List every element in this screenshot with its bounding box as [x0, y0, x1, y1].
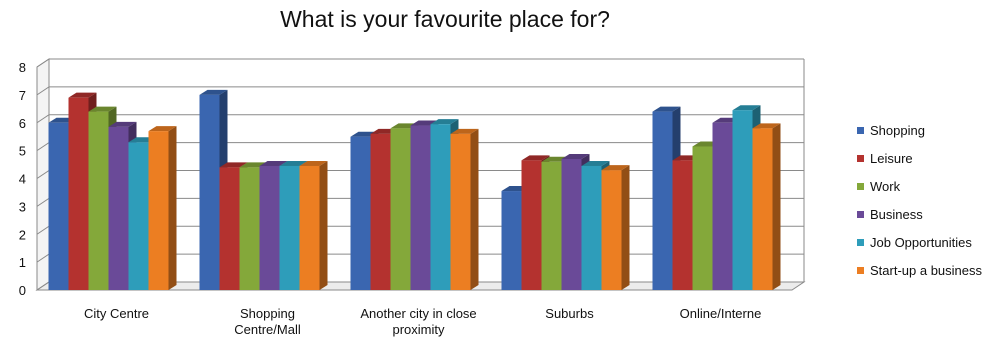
legend-item: Leisure — [857, 144, 982, 172]
bar-top — [259, 160, 288, 166]
bar-business — [108, 126, 129, 291]
bar-start-up-a-business — [601, 170, 622, 290]
x-tick-label: Suburbs — [545, 306, 594, 321]
legend-item: Start-up a business — [857, 256, 982, 284]
legend-label: Shopping — [870, 122, 925, 138]
legend-swatch — [857, 210, 864, 218]
bar-top — [561, 153, 590, 159]
bar-top — [581, 160, 610, 166]
bar-leisure — [521, 160, 542, 290]
bar-top — [652, 106, 681, 112]
legend-item: Job Opportunities — [857, 228, 982, 256]
bar-work — [390, 128, 411, 290]
bar-business — [561, 158, 582, 290]
bar-top — [601, 165, 630, 171]
chart-title: What is your favourite place for? — [280, 6, 610, 32]
bar-job-opportunities — [279, 165, 300, 290]
chart-legend: Shopping Leisure Work Business Job Opportuni… — [857, 116, 982, 284]
bar-business — [712, 122, 733, 290]
legend-swatch — [857, 126, 864, 134]
legend-swatch — [857, 266, 864, 274]
bar-business — [259, 165, 280, 290]
bar-side — [470, 128, 479, 290]
x-tick-label: Online/Interne — [680, 306, 762, 321]
bar-job-opportunities — [128, 142, 149, 290]
bar-job-opportunities — [430, 124, 451, 290]
legend-label: Job Opportunities — [870, 234, 972, 250]
bar-top — [521, 155, 550, 161]
bar-shopping — [199, 94, 220, 290]
bar-work — [88, 111, 109, 290]
y-tick-label: 3 — [19, 199, 26, 214]
bar-top — [219, 162, 248, 168]
bar-job-opportunities — [732, 110, 753, 290]
bar-work — [541, 161, 562, 290]
bar-start-up-a-business — [752, 128, 773, 290]
bar-top — [732, 105, 761, 111]
bar-work — [239, 167, 260, 290]
bar-top — [108, 121, 137, 127]
legend-item: Work — [857, 172, 982, 200]
y-tick-label: 2 — [19, 227, 26, 242]
gridline — [36, 114, 804, 124]
bar-side — [319, 160, 328, 290]
legend-label: Work — [870, 178, 901, 194]
legend-item: Business — [857, 200, 982, 228]
bar-top — [450, 128, 479, 134]
y-tick-label: 1 — [19, 255, 26, 270]
bar-shopping — [501, 191, 522, 290]
x-tick-label: Shopping — [240, 306, 295, 321]
legend-label: Leisure — [870, 150, 913, 166]
bar-shopping — [350, 136, 371, 290]
x-tick-label: Another city in close — [360, 306, 476, 321]
y-tick-label: 0 — [19, 283, 26, 298]
gridline — [36, 86, 804, 96]
bar-top — [199, 89, 228, 95]
y-tick-label: 8 — [19, 60, 26, 75]
bar-top — [430, 119, 459, 125]
legend-swatch — [857, 182, 864, 190]
y-tick-label: 7 — [19, 88, 26, 103]
bar-side — [772, 123, 781, 290]
bar-top — [148, 126, 177, 132]
x-tick-label: City Centre — [84, 306, 149, 321]
gridline — [36, 58, 804, 68]
y-tick-label: 6 — [19, 116, 26, 131]
bar-top — [88, 106, 117, 112]
bar-side — [168, 126, 177, 290]
bar-top — [752, 123, 781, 129]
bar-leisure — [672, 160, 693, 290]
bar-top — [279, 160, 308, 166]
bar-leisure — [370, 133, 391, 290]
bar-job-opportunities — [581, 165, 602, 290]
bar-start-up-a-business — [148, 131, 169, 290]
y-tick-label: 4 — [19, 172, 26, 187]
bar-start-up-a-business — [450, 133, 471, 290]
legend-swatch — [857, 154, 864, 162]
bar-start-up-a-business — [299, 165, 320, 290]
legend-label: Business — [870, 206, 923, 222]
bar-business — [410, 125, 431, 290]
bar-top — [299, 160, 328, 166]
bar-shopping — [48, 122, 69, 290]
bar-work — [692, 146, 713, 290]
legend-item: Shopping — [857, 116, 982, 144]
bar-top — [68, 92, 97, 98]
bar-leisure — [219, 167, 240, 290]
bar-shopping — [652, 111, 673, 290]
legend-swatch — [857, 238, 864, 246]
legend-label: Start-up a business — [870, 262, 983, 278]
x-tick-label: Centre/Mall — [234, 322, 301, 337]
bar-side — [621, 165, 630, 290]
x-tick-label: proximity — [392, 322, 445, 337]
bar-leisure — [68, 97, 89, 290]
y-tick-label: 5 — [19, 144, 26, 159]
